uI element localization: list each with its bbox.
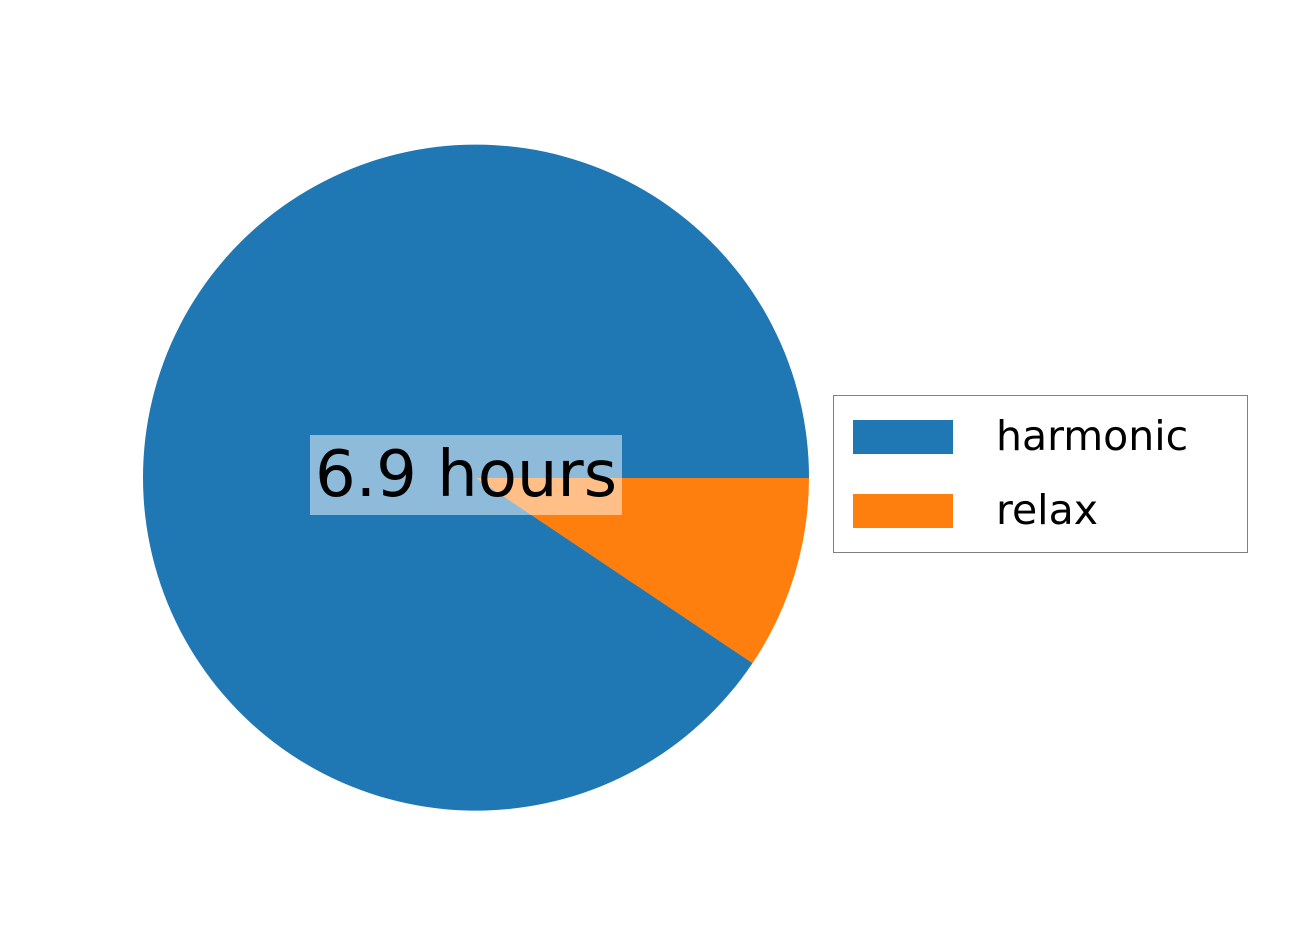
pie-slice-relax[interactable] xyxy=(476,478,809,664)
legend: harmonic relax xyxy=(833,395,1248,553)
slice-value-label: 6.9 hours xyxy=(315,438,618,512)
slice-value-label-bbox: 6.9 hours xyxy=(310,435,623,515)
legend-swatch-relax xyxy=(853,493,953,528)
legend-label-harmonic: harmonic xyxy=(996,412,1189,460)
legend-entry-harmonic[interactable]: harmonic xyxy=(853,416,1188,457)
legend-label-relax: relax xyxy=(996,486,1098,534)
legend-swatch-harmonic xyxy=(853,419,953,454)
legend-entry-relax[interactable]: relax xyxy=(853,490,1098,531)
